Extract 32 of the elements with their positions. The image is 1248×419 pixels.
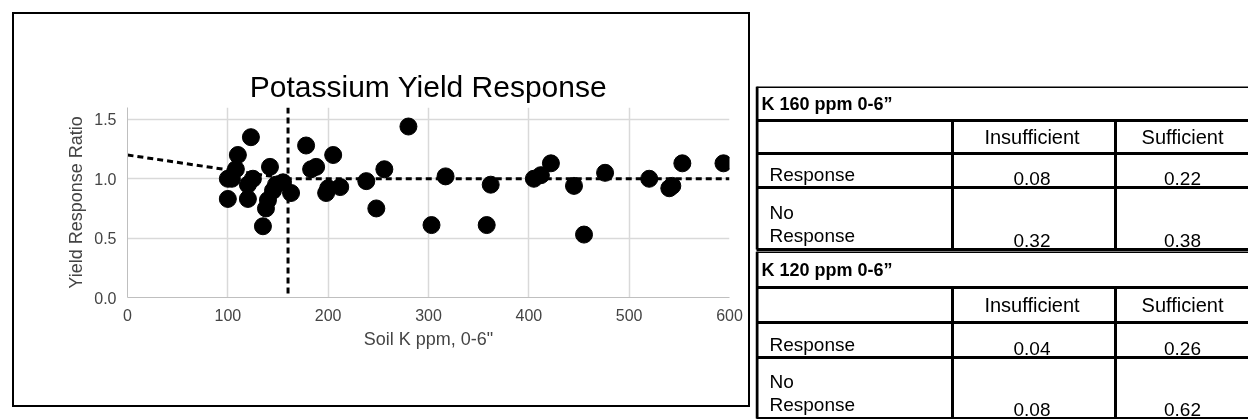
chart-title: Potassium Yield Response	[249, 69, 607, 103]
data-label: 0.22	[1164, 167, 1201, 189]
x-tick-label: Sufficient	[1141, 126, 1224, 148]
y-tick-label: Response	[769, 333, 856, 355]
x-tick-label: 300	[415, 306, 442, 324]
y-tick-label: 1.5	[94, 111, 117, 129]
x-tick-label: 500	[615, 306, 643, 324]
data-label: 0.04	[1013, 337, 1051, 359]
x-axis-title: Soil K ppm, 0-6"	[363, 328, 494, 349]
x-tick-label: 600	[716, 306, 743, 324]
x-tick-label: 100	[214, 306, 242, 324]
data-label: 0.26	[1164, 337, 1201, 359]
data-label: 0.32	[1013, 229, 1051, 251]
chart-title: K 120 ppm 0-6”	[761, 259, 893, 280]
y-tick-label: 1.0	[94, 170, 117, 188]
data-label: 0.62	[1164, 398, 1201, 419]
y-axis-title: Yield Response Ratio	[66, 116, 87, 289]
y-tick-label: Response	[769, 163, 856, 185]
y-tick-label: No Response	[769, 202, 856, 247]
chart-title: K 160 ppm 0-6”	[761, 93, 893, 114]
x-tick-label: 0	[123, 306, 133, 324]
y-tick-label: No Response	[769, 371, 856, 416]
y-tick-label: 0.5	[94, 230, 117, 248]
x-tick-label: Sufficient	[1141, 294, 1224, 316]
x-tick-label: Insufficient	[984, 294, 1081, 316]
data-label: 0.38	[1164, 229, 1201, 251]
data-label: 0.08	[1013, 398, 1051, 419]
x-tick-label: Insufficient	[984, 126, 1081, 148]
x-tick-label: 200	[314, 306, 342, 324]
y-tick-label: 0.0	[94, 289, 117, 307]
x-tick-label: 400	[515, 306, 543, 324]
data-label: 0.08	[1013, 167, 1051, 189]
